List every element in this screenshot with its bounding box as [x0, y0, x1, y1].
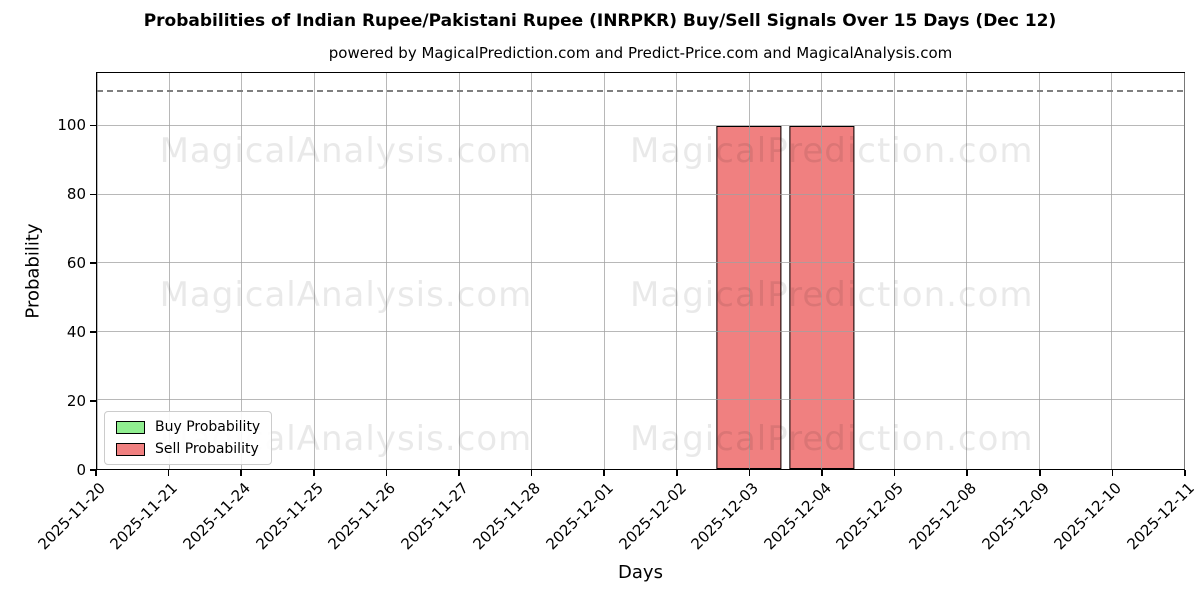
plot-area: MagicalAnalysis.com MagicalPrediction.com… — [96, 72, 1185, 470]
vertical-gridline — [603, 73, 605, 469]
y-tick-mark — [90, 262, 96, 264]
x-axis-label: Days — [618, 562, 663, 583]
vertical-gridline — [241, 73, 243, 469]
x-tick-mark — [1039, 470, 1041, 476]
vertical-gridline — [1183, 73, 1185, 469]
y-tick-label: 0 — [76, 461, 86, 479]
x-tick-label: 2025-12-05 — [832, 479, 908, 554]
horizontal-gridline — [97, 125, 1184, 127]
chart-title: Probabilities of Indian Rupee/Pakistani … — [143, 11, 1057, 31]
buy-probability-swatch-icon — [116, 420, 145, 434]
x-tick-mark — [313, 470, 315, 476]
watermark-text: MagicalPrediction.com — [630, 130, 1034, 171]
watermark-text: MagicalAnalysis.com — [159, 130, 533, 171]
horizontal-gridline — [97, 262, 1184, 264]
y-tick-label: 80 — [66, 185, 86, 204]
y-tick-mark — [90, 193, 96, 196]
watermark-text: MagicalPrediction.com — [630, 274, 1034, 315]
x-tick-mark — [966, 470, 968, 476]
y-tick-mark — [90, 124, 96, 127]
x-tick-mark — [893, 470, 896, 476]
y-tick-label: 40 — [66, 323, 86, 342]
dashed-reference-line — [97, 90, 1184, 92]
horizontal-gridline — [97, 330, 1184, 332]
x-tick-mark — [1111, 470, 1114, 476]
vertical-gridline — [893, 73, 895, 469]
x-tick-label: 2025-12-09 — [978, 479, 1053, 554]
chart-subtitle: powered by MagicalPrediction.com and Pre… — [328, 44, 953, 62]
x-tick-mark — [458, 470, 460, 476]
x-tick-label: 2025-12-11 — [1123, 479, 1198, 554]
horizontal-gridline — [97, 193, 1184, 195]
legend-item-sell-probability: Sell Probability — [116, 441, 260, 457]
x-tick-label: 2025-11-21 — [106, 479, 182, 554]
sell-probability-swatch-icon — [116, 442, 145, 456]
x-tick-mark — [603, 470, 605, 476]
x-tick-label: 2025-12-01 — [542, 479, 617, 554]
x-tick-mark — [240, 470, 242, 476]
x-tick-mark — [748, 470, 751, 476]
x-tick-label: 2025-11-27 — [397, 479, 472, 554]
x-tick-label: 2025-12-02 — [615, 479, 690, 554]
y-axis-label: Probability — [22, 223, 44, 319]
vertical-gridline — [1111, 73, 1113, 469]
y-tick-mark — [90, 400, 96, 402]
x-tick-mark — [1184, 470, 1186, 476]
x-tick-mark — [385, 470, 388, 476]
x-tick-mark — [676, 470, 678, 476]
y-tick-label: 60 — [66, 254, 86, 273]
vertical-gridline — [1038, 73, 1040, 469]
x-tick-mark — [95, 470, 97, 476]
legend-label: Buy Probability — [155, 419, 261, 435]
y-tick-mark — [90, 469, 96, 471]
vertical-gridline — [168, 73, 170, 469]
vertical-gridline — [386, 73, 388, 469]
x-tick-label: 2025-11-20 — [34, 479, 109, 554]
legend: Buy Probability Sell Probability — [104, 411, 273, 465]
x-tick-label: 2025-12-10 — [1050, 479, 1126, 554]
x-tick-label: 2025-12-04 — [760, 479, 835, 554]
vertical-gridline — [821, 73, 823, 469]
watermark-text: MagicalPrediction.com — [630, 419, 1034, 460]
x-tick-label: 2025-11-24 — [179, 479, 254, 554]
watermark-text: MagicalAnalysis.com — [159, 274, 533, 315]
x-tick-label: 2025-11-28 — [469, 479, 545, 554]
plot-canvas: MagicalAnalysis.com MagicalPrediction.com… — [96, 73, 1185, 469]
x-tick-label: 2025-11-25 — [252, 479, 327, 554]
legend-label: Sell Probability — [155, 441, 259, 457]
vertical-gridline — [966, 73, 968, 469]
horizontal-gridline — [97, 399, 1184, 401]
vertical-gridline — [748, 73, 750, 469]
x-tick-mark — [167, 470, 170, 476]
x-tick-label: 2025-12-03 — [687, 479, 763, 554]
vertical-gridline — [676, 73, 678, 469]
x-tick-label: 2025-12-08 — [905, 479, 980, 554]
vertical-gridline — [96, 73, 98, 469]
y-tick-label: 20 — [66, 392, 86, 411]
x-tick-label: 2025-11-26 — [324, 479, 400, 554]
vertical-gridline — [458, 73, 460, 469]
x-tick-mark — [530, 470, 533, 476]
vertical-gridline — [531, 73, 533, 469]
x-tick-mark — [821, 470, 823, 476]
vertical-gridline — [313, 73, 315, 469]
y-tick-mark — [90, 331, 96, 333]
legend-item-buy-probability: Buy Probability — [116, 419, 260, 435]
y-tick-label: 100 — [57, 116, 86, 135]
